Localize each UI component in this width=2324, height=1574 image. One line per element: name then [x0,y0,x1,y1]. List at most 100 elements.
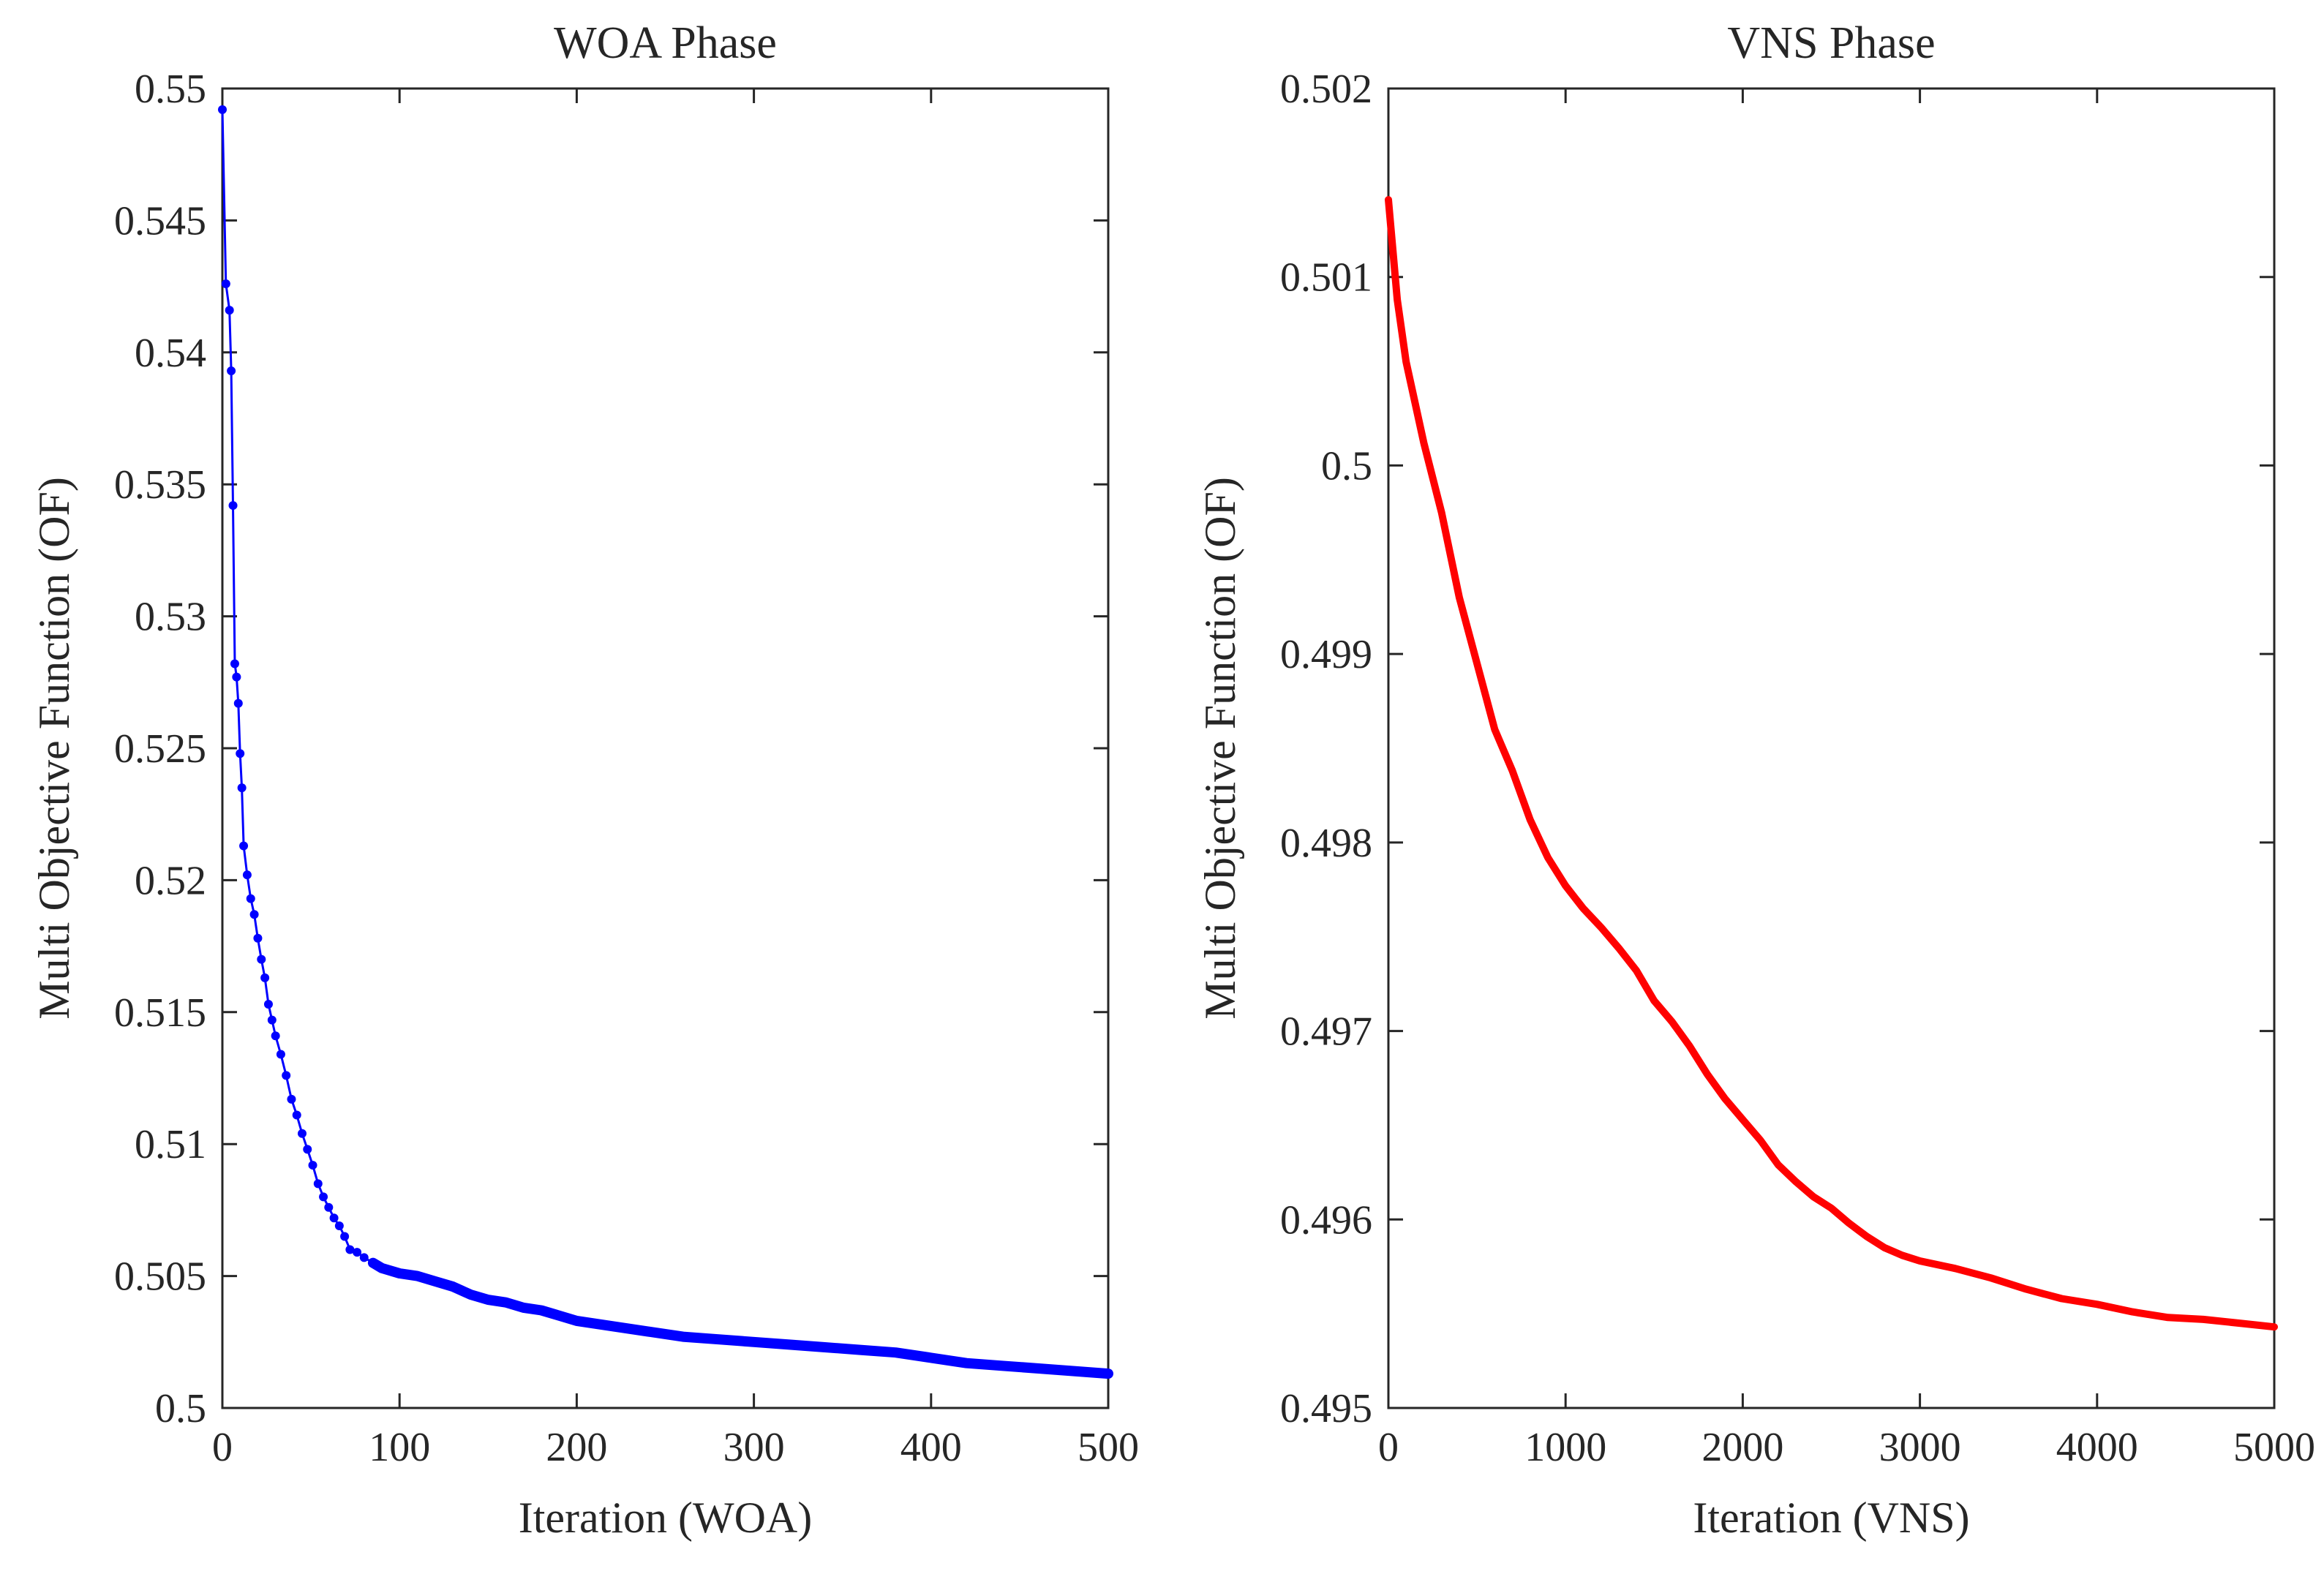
woa-data-point [554,1311,564,1320]
woa-axes-box [221,87,1110,1409]
woa-data-point [227,366,236,376]
woa-data-point [218,105,227,114]
woa-data-point [308,1161,317,1170]
woa-data-point [287,1094,296,1104]
vns-y-axis-label: Multi Objective Function (OF) [1196,477,1244,1020]
woa-data-point [519,1303,528,1312]
woa-data-point [297,1129,307,1138]
woa-data-point [260,973,270,982]
woa-data-point [377,1263,386,1273]
woa-data-point [448,1282,457,1292]
woa-data-point [430,1276,440,1286]
woa-data-point [230,659,239,669]
woa-series-line [221,108,1110,1375]
woa-data-point [926,1353,936,1363]
vns-y-tick-label: 0.501 [1280,255,1372,301]
woa-data-point [257,954,266,964]
woa-data-point [253,933,263,943]
woa-data-point [353,1248,362,1257]
woa-data-point [1104,1369,1113,1379]
woa-data-point [221,279,230,288]
vns-y-tick-label: 0.495 [1280,1386,1372,1431]
woa-data-point [246,894,255,903]
woa-y-tick-label: 0.54 [135,331,206,376]
woa-data-point [368,1258,377,1268]
woa-data-point [962,1358,971,1368]
vns-y-tick-label: 0.496 [1280,1197,1372,1243]
woa-data-point [466,1289,475,1299]
vns-y-tick-label: 0.5 [1321,443,1372,489]
vns-x-tick-label: 2000 [1701,1425,1783,1470]
woa-y-tick-label: 0.5 [155,1386,206,1431]
woa-x-tick-label: 0 [212,1425,233,1470]
woa-y-tick-label: 0.535 [114,462,206,508]
woa-y-tick-label: 0.515 [114,990,206,1036]
woa-data-point [820,1343,830,1352]
vns-x-tick-label: 4000 [2056,1425,2138,1470]
vns-axes-box [1387,87,2276,1409]
vns-phase-panel: 0 1000 2000 3000 4000 5000 0.495 0.496 0.497 0.49… [1196,18,2315,1542]
woa-x-tick-label: 300 [723,1425,785,1470]
woa-data-point [484,1295,493,1305]
vns-x-tick-label: 1000 [1524,1425,1606,1470]
woa-data-point [395,1268,405,1278]
woa-data-point [345,1245,355,1254]
woa-data-point [714,1335,723,1344]
woa-data-point [855,1345,865,1355]
woa-data-point [1033,1363,1042,1373]
woa-data-point [334,1221,344,1231]
woa-data-point [891,1348,900,1358]
woa-data-point [263,999,273,1009]
woa-x-axis-label: Iteration (WOA) [519,1494,812,1542]
woa-y-tick-label: 0.525 [114,726,206,772]
woa-y-tick-label: 0.51 [135,1122,206,1167]
woa-data-point [232,672,241,682]
woa-data-point [785,1340,794,1349]
vns-x-tick-label: 5000 [2233,1425,2315,1470]
woa-data-point [1068,1366,1078,1376]
woa-data-point [319,1192,328,1202]
woa-phase-panel: 0 100 200 300 400 500 0.5 0.505 0.51 0.515 0.52 0.5… [30,18,1139,1542]
vns-x-tick-label: 3000 [1879,1425,1961,1470]
woa-data-point [359,1253,369,1262]
woa-data-point [303,1145,312,1154]
woa-x-tick-label: 100 [369,1425,430,1470]
vns-chart-title: VNS Phase [1727,18,1935,68]
woa-data-point [233,698,243,708]
woa-data-point [997,1361,1007,1371]
woa-data-point [749,1337,759,1347]
woa-data-point [249,910,259,919]
woa-data-point [228,501,238,511]
vns-y-tick-label: 0.499 [1280,632,1372,677]
woa-data-point [237,783,247,793]
vns-y-tick-label: 0.497 [1280,1009,1372,1055]
woa-y-tick-label: 0.53 [135,595,206,640]
woa-data-point [236,749,245,758]
woa-data-point [282,1071,291,1080]
woa-data-point [276,1050,285,1059]
woa-data-point [292,1110,301,1120]
woa-data-point [536,1306,546,1315]
vns-x-tick-label: 0 [1378,1425,1399,1470]
vns-series-line [1385,196,2278,1331]
woa-data-point [242,870,252,880]
woa-data-point [413,1271,422,1281]
woa-data-point [572,1316,582,1325]
woa-y-tick-label: 0.52 [135,858,206,903]
woa-y-tick-label: 0.55 [135,67,206,112]
woa-x-tick-label: 200 [546,1425,607,1470]
woa-y-tick-label: 0.545 [114,198,206,244]
woa-x-tick-label: 400 [900,1425,962,1470]
woa-data-point [271,1031,280,1041]
woa-data-point [239,841,249,851]
woa-data-point [501,1298,511,1307]
woa-data-point [607,1322,617,1331]
woa-data-point [678,1332,688,1341]
vns-y-tick-label: 0.502 [1280,67,1372,112]
woa-data-point [225,306,234,315]
woa-y-axis-label: Multi Objective Function (OF) [30,477,78,1020]
woa-data-point [340,1232,350,1241]
woa-y-tick-label: 0.505 [114,1254,206,1300]
vns-y-tick-label: 0.498 [1280,821,1372,866]
